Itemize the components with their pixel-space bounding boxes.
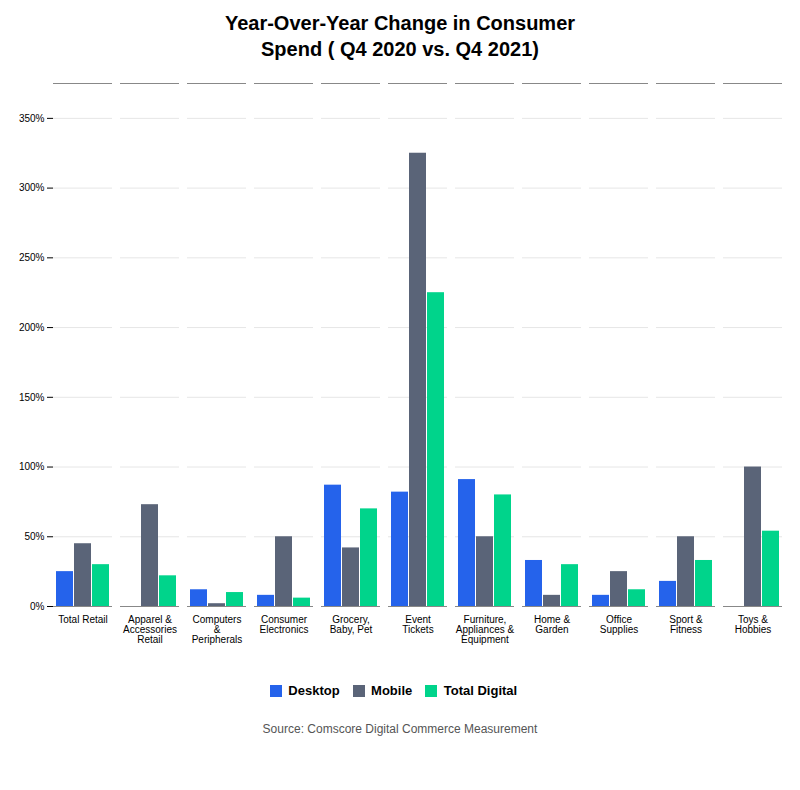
svg-text:Sport &Fitness: Sport &Fitness bbox=[669, 614, 703, 635]
html-text:Source: Comscore Digital Comme: Source: Comscore Digital Commerce Measur… bbox=[262, 721, 538, 736]
svg-text:300%: 300% bbox=[19, 182, 45, 193]
svg-text:0%: 0% bbox=[30, 601, 45, 612]
svg-text:200%: 200% bbox=[19, 322, 45, 333]
svg-text:250%: 250% bbox=[19, 252, 45, 263]
svg-text:150%: 150% bbox=[19, 392, 45, 403]
html-text:Total Digital: Total Digital bbox=[443, 683, 518, 698]
svg-text:350%: 350% bbox=[19, 113, 45, 124]
html-text:Mobile: Mobile bbox=[371, 683, 413, 698]
svg-text:EventTickets: EventTickets bbox=[402, 614, 433, 635]
svg-text:50%: 50% bbox=[24, 531, 44, 542]
html-text:Desktop: Desktop bbox=[288, 683, 340, 698]
svg-text:Computers&Peripherals: Computers&Peripherals bbox=[192, 614, 243, 645]
svg-text:Toys &Hobbies: Toys &Hobbies bbox=[735, 614, 772, 635]
svg-text:Furniture,Appliances &Equipmen: Furniture,Appliances &Equipment bbox=[456, 614, 515, 645]
svg-text:Total Retail: Total Retail bbox=[58, 614, 107, 625]
svg-text:Grocery,Baby, Pet: Grocery,Baby, Pet bbox=[330, 614, 373, 635]
svg-text:100%: 100% bbox=[19, 461, 45, 472]
html-text:Year-Over-Year Change in Consu: Year-Over-Year Change in Consumer Spend … bbox=[224, 12, 576, 60]
svg-text:ConsumerElectronics: ConsumerElectronics bbox=[260, 614, 309, 635]
svg-text:OfficeSupplies: OfficeSupplies bbox=[600, 614, 638, 635]
svg-text:Apparel &AccessoriesRetail: Apparel &AccessoriesRetail bbox=[123, 614, 177, 645]
svg-text:Home &Garden: Home &Garden bbox=[534, 614, 570, 635]
